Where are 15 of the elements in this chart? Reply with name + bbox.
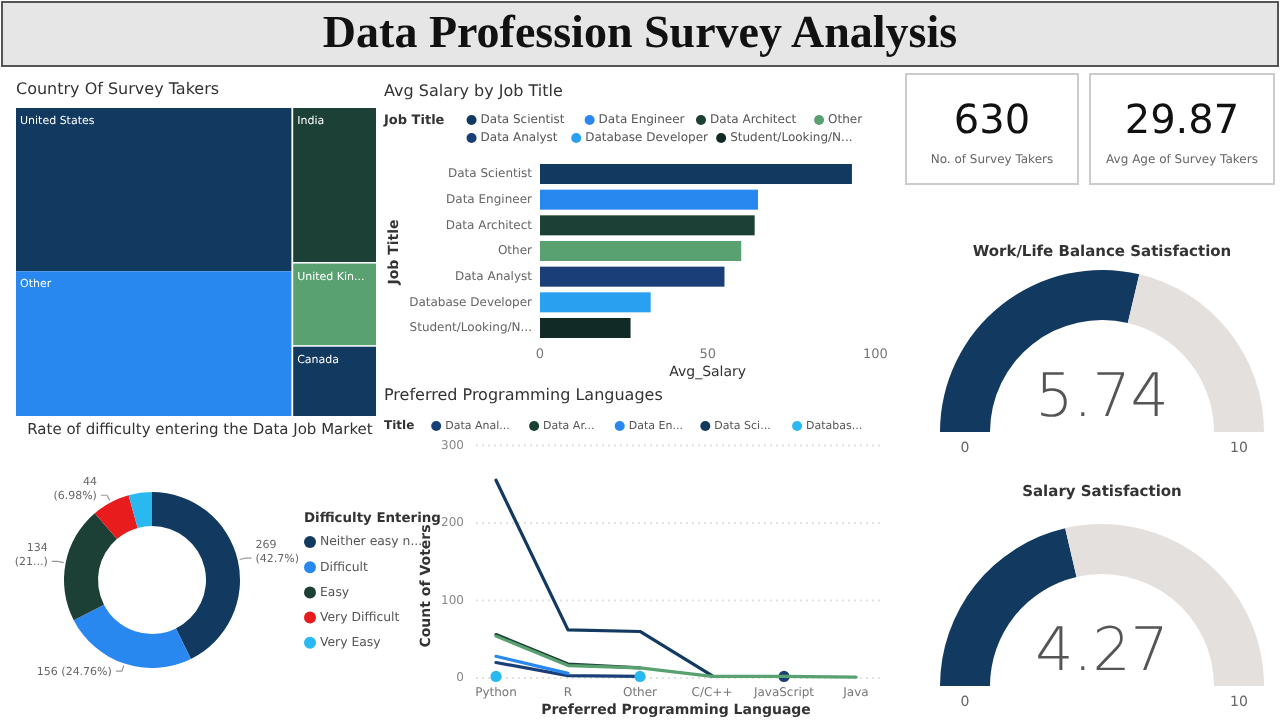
chart-title: Avg Salary by Job Title — [384, 82, 563, 100]
line-series — [494, 634, 858, 679]
donut-slice — [73, 604, 191, 668]
text: 630 — [953, 94, 1031, 143]
text: Country Of Survey Takers — [16, 80, 220, 98]
text: 29.87 — [1124, 94, 1240, 143]
data-label: 4.27 — [1035, 616, 1169, 686]
donut-slice — [64, 513, 117, 621]
line-series — [494, 478, 714, 678]
donut-slice — [94, 495, 138, 539]
donut-slice — [128, 492, 152, 528]
donut-slice — [152, 492, 240, 659]
text: Data Profession Survey Analysis — [322, 6, 958, 57]
chart-title: Preferred Programming Languages — [384, 386, 663, 404]
data-label: 5.74 — [1035, 362, 1169, 432]
